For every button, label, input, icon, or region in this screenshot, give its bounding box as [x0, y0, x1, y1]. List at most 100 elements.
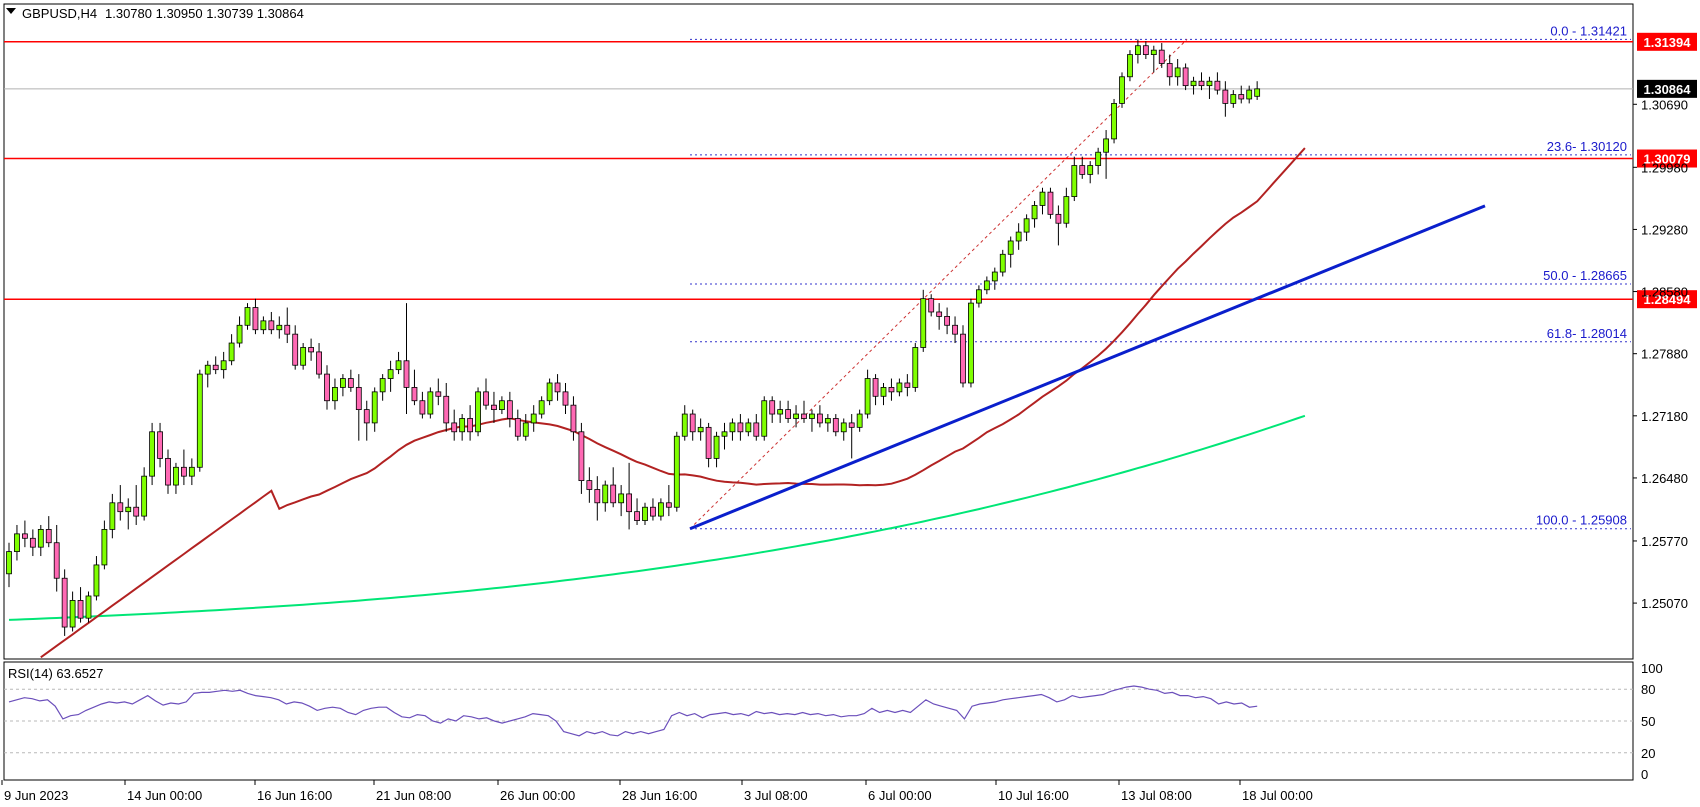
- candle-body: [777, 409, 784, 415]
- candle-body: [1079, 165, 1086, 175]
- candle-body: [316, 351, 322, 375]
- bear-candle: [61, 569, 68, 636]
- candle-body: [936, 311, 943, 317]
- price-tick-label: 1.25770: [1641, 534, 1688, 549]
- bull-candle: [141, 467, 148, 521]
- bear-candle: [117, 485, 124, 521]
- candle-body: [332, 387, 338, 402]
- bear-candle: [586, 467, 593, 503]
- candle-body: [856, 413, 863, 428]
- candle-body: [149, 431, 156, 477]
- bull-candle: [538, 396, 545, 419]
- bull-candle: [276, 316, 283, 339]
- collapse-triangle-icon[interactable]: [6, 8, 16, 14]
- candle-body: [236, 324, 243, 344]
- candle-body: [769, 400, 776, 415]
- candle-body: [1158, 49, 1165, 64]
- bear-candle: [45, 516, 52, 548]
- bear-candle: [21, 520, 28, 548]
- bull-candle: [673, 431, 680, 512]
- price-tick-label: 1.28580: [1641, 285, 1688, 300]
- rsi-pane-frame: [3, 661, 1634, 781]
- bear-candle: [952, 316, 958, 344]
- candle-body: [252, 307, 259, 331]
- bull-candle: [69, 591, 76, 632]
- candle-body: [435, 391, 442, 397]
- bull-candle: [1015, 223, 1022, 250]
- candle-body: [411, 387, 418, 402]
- candle-body: [1007, 240, 1014, 255]
- bull-candle: [1071, 156, 1078, 202]
- bear-candle: [355, 374, 362, 441]
- bull-candle: [387, 360, 394, 392]
- fib-diagonal-line: [689, 39, 1188, 530]
- bear-candle: [570, 396, 577, 441]
- bull-candle: [983, 276, 990, 295]
- bear-candle: [872, 374, 879, 406]
- candle-body: [1166, 63, 1173, 78]
- bull-candle: [1174, 59, 1181, 86]
- candle-body: [729, 422, 736, 433]
- candle-body: [944, 316, 950, 326]
- candle-body: [1246, 89, 1253, 100]
- bear-candle: [324, 365, 330, 410]
- candle-body: [713, 435, 720, 459]
- candle-body: [888, 387, 895, 393]
- bull-candle: [300, 343, 307, 370]
- candle-body: [1174, 67, 1181, 78]
- bull-candle: [149, 422, 156, 486]
- candle-body: [157, 431, 163, 459]
- candle-body: [1071, 165, 1078, 197]
- bear-candle: [363, 400, 370, 441]
- bear-candle: [665, 485, 672, 517]
- bear-candle: [888, 378, 895, 401]
- bear-candle: [419, 391, 426, 419]
- bull-candle: [546, 378, 553, 406]
- candle-body: [1135, 45, 1141, 55]
- bull-candle: [204, 360, 211, 388]
- price-tick-label: 1.27880: [1641, 347, 1688, 362]
- bull-candle: [1135, 39, 1141, 64]
- bull-candle: [498, 396, 505, 415]
- bull-candle: [1039, 187, 1046, 215]
- candle-body: [642, 506, 648, 521]
- bear-candle: [1182, 63, 1189, 91]
- time-axis-label: 26 Jun 00:00: [500, 788, 575, 803]
- candle-body: [634, 511, 640, 521]
- bear-candle: [403, 303, 410, 415]
- bear-candle: [1142, 41, 1149, 60]
- bull-candle: [1063, 187, 1070, 228]
- candle-body: [387, 369, 394, 379]
- trendline-layer[interactable]: [689, 204, 1486, 531]
- candle-body: [864, 378, 871, 415]
- bear-candle: [268, 311, 275, 335]
- candle-body: [1119, 76, 1125, 104]
- candle-body: [1206, 80, 1213, 87]
- bear-candle: [165, 449, 171, 494]
- candle-body: [355, 387, 362, 411]
- candle-body: [673, 435, 680, 508]
- ma-slow-line: [8, 414, 1306, 621]
- bull-candle: [260, 316, 267, 335]
- candle-body: [347, 378, 354, 388]
- candle-body: [570, 404, 577, 433]
- bear-candle: [960, 325, 966, 388]
- bear-candle: [801, 400, 807, 423]
- candle-body: [1222, 89, 1229, 104]
- bear-candle: [29, 529, 36, 557]
- candle-body: [737, 422, 744, 433]
- bull-candle: [896, 378, 903, 397]
- bull-candle: [618, 485, 625, 517]
- bear-candle: [1198, 72, 1205, 91]
- bull-candle: [729, 418, 736, 441]
- bear-candle: [514, 409, 521, 441]
- bull-candle: [642, 502, 648, 525]
- bull-candle: [339, 374, 346, 397]
- bull-candle: [427, 387, 434, 419]
- rsi-scale-label: 80: [1641, 682, 1655, 697]
- candle-body: [395, 360, 402, 371]
- bear-candle: [1047, 187, 1054, 219]
- bull-candle: [173, 462, 179, 494]
